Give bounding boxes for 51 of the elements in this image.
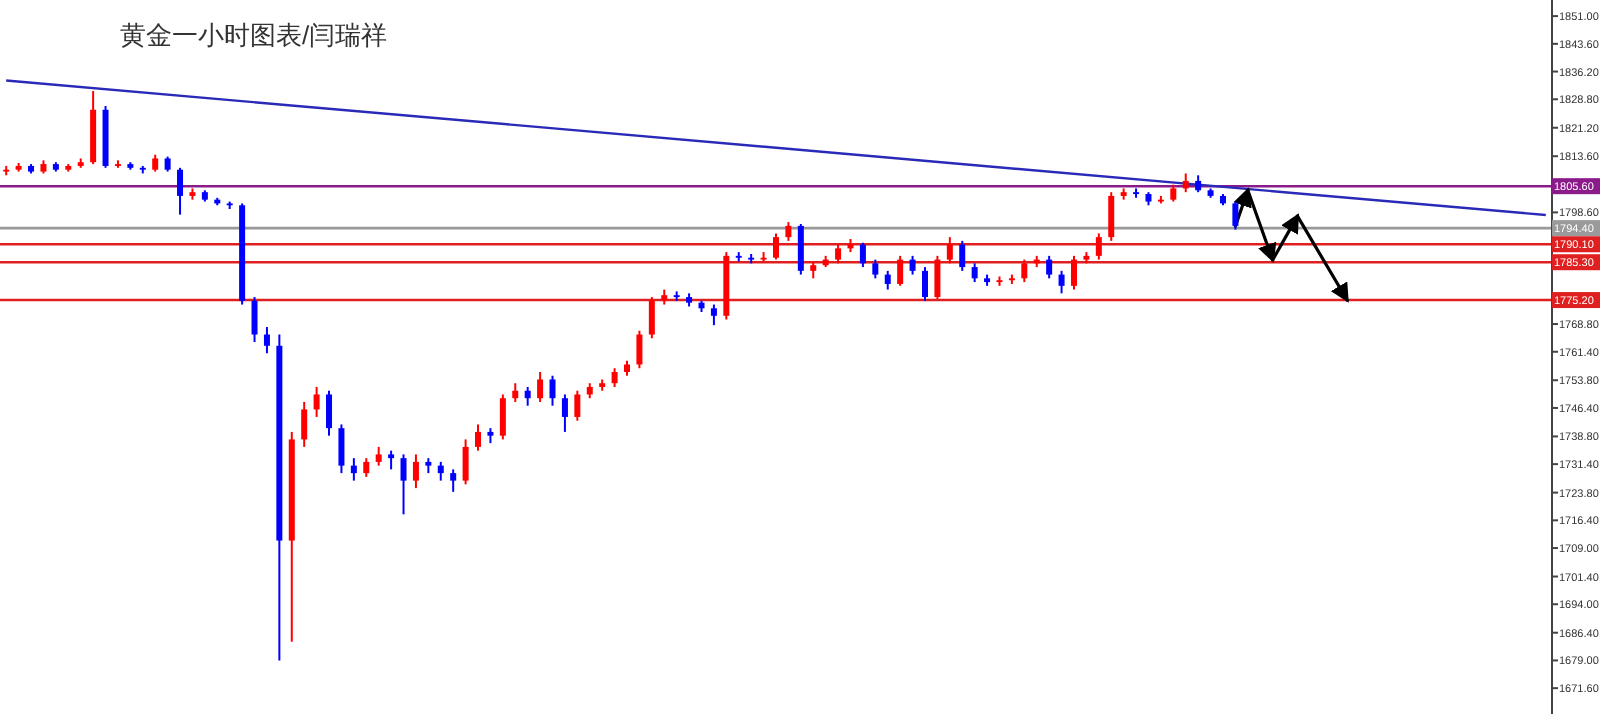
candlestick: [375, 445, 382, 467]
candlestick: [872, 258, 879, 280]
candlestick: [326, 389, 333, 437]
candlestick: [350, 457, 357, 482]
candlestick: [710, 303, 717, 327]
candlestick: [1182, 172, 1189, 194]
candlestick: [1108, 191, 1115, 242]
candlestick: [1046, 254, 1053, 280]
candlestick: [971, 262, 978, 284]
candlestick: [946, 236, 953, 265]
candlestick: [499, 393, 506, 441]
candlestick: [512, 382, 519, 403]
candlestick: [934, 254, 941, 300]
candlestick: [959, 239, 966, 272]
candlestick: [437, 460, 444, 482]
candlestick: [450, 468, 457, 493]
candlestick: [251, 296, 258, 344]
candlestick: [561, 393, 568, 433]
candlestick: [549, 374, 556, 407]
candlestick: [301, 400, 308, 448]
candlestick: [363, 457, 370, 478]
candlestick: [909, 254, 916, 276]
candlestick: [412, 453, 419, 490]
candlestick: [388, 449, 395, 471]
candlestick: [785, 221, 792, 242]
candlestick: [1095, 232, 1102, 261]
candlestick: [574, 389, 581, 422]
candlestick: [462, 438, 469, 486]
candlestick: [773, 232, 779, 261]
candlestick: [313, 385, 320, 418]
candlestick: [797, 223, 804, 276]
text: 黄金一小时图表/闫瑞祥: [120, 20, 388, 50]
candlestick: [1232, 200, 1239, 231]
candlestick: [263, 326, 270, 355]
candlestick: [835, 243, 842, 265]
candlestick: [537, 370, 544, 403]
candlestick: [636, 329, 643, 370]
candlestick: [524, 385, 531, 407]
candlestick: [859, 241, 866, 269]
candlestick: [884, 269, 891, 291]
candlestick: [475, 423, 482, 452]
candlestick: [897, 254, 904, 287]
candlestick: [1058, 269, 1065, 295]
candlestick: [400, 453, 407, 516]
candlestick: [1070, 254, 1077, 291]
candlestick: [921, 266, 928, 302]
candlestick: [338, 423, 345, 475]
candlestick: [611, 367, 618, 388]
candlestick: [177, 166, 184, 216]
candlestick: [1021, 258, 1028, 284]
candlestick: [648, 296, 655, 340]
